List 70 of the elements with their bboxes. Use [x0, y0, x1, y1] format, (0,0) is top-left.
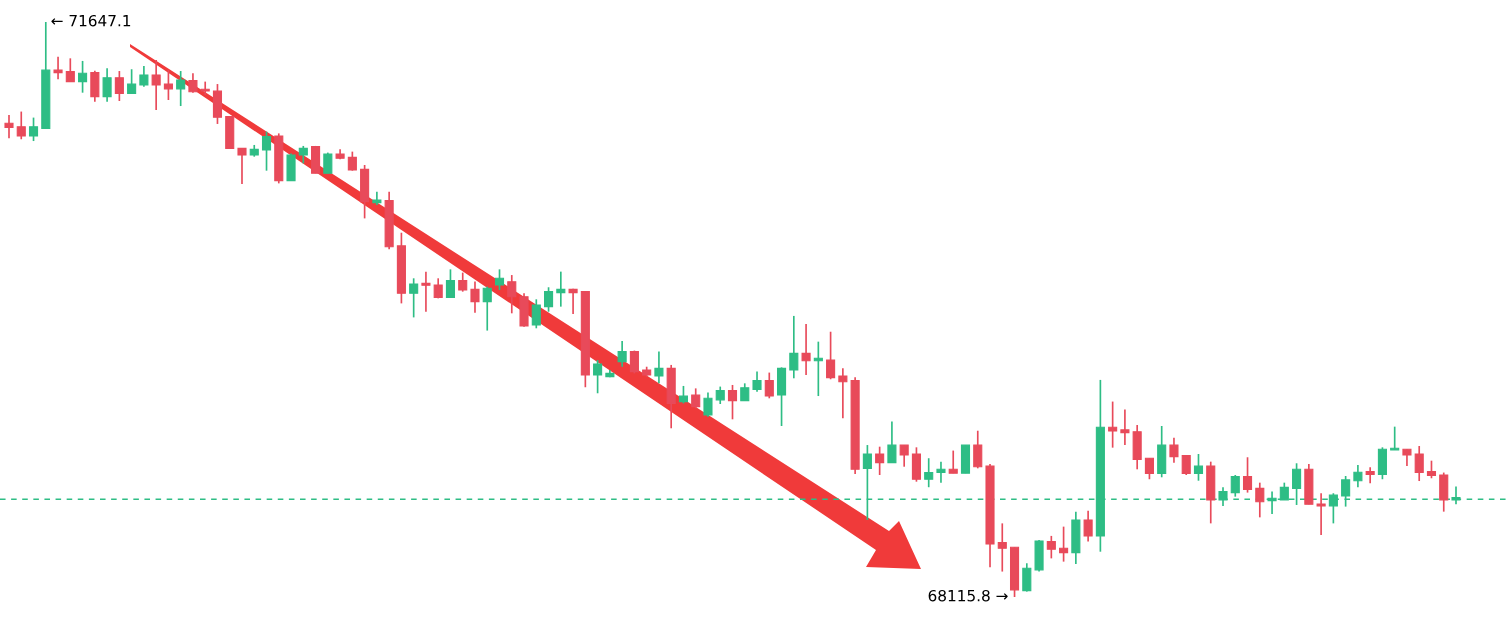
candlestick — [78, 60, 88, 94]
candlestick — [16, 110, 26, 141]
candlestick — [151, 59, 161, 111]
candlestick — [114, 70, 124, 102]
candlestick — [163, 69, 173, 101]
candlestick — [764, 371, 774, 400]
candlestick — [948, 449, 958, 475]
candlestick — [1120, 408, 1130, 446]
candlestick — [1242, 456, 1253, 494]
candlestick — [421, 270, 431, 313]
annotation: ← 71647.1 — [51, 14, 131, 27]
candlestick — [973, 429, 983, 470]
candlestick — [924, 457, 934, 489]
candlestick — [102, 67, 112, 103]
candlestick — [176, 70, 186, 107]
candlestick — [1353, 464, 1363, 489]
candlestick — [593, 359, 603, 395]
candlestick — [752, 370, 762, 393]
candlestick — [531, 298, 541, 330]
candlestick — [1193, 453, 1204, 482]
candlestick — [507, 274, 517, 315]
candlestick — [1414, 445, 1424, 482]
annotation: 68115.8 → — [928, 589, 1008, 602]
candlestick — [887, 420, 897, 464]
candlestick — [1108, 400, 1118, 449]
candlestick — [1255, 481, 1265, 519]
candlestick — [899, 444, 909, 468]
candlestick — [544, 286, 554, 313]
candlestick — [936, 460, 946, 484]
candlestick — [789, 315, 799, 380]
candlestick — [1144, 457, 1154, 481]
candlestick — [458, 271, 468, 293]
candlestick — [4, 114, 14, 140]
candlestick — [1390, 425, 1400, 451]
candlestick — [838, 367, 848, 420]
candlestick — [1230, 474, 1240, 498]
candlestick — [1022, 562, 1032, 593]
candlestick — [801, 323, 811, 376]
candlestick — [261, 130, 272, 172]
candlestick — [1169, 436, 1179, 464]
candlestick — [139, 65, 149, 88]
candlestick — [237, 147, 247, 185]
candlestick — [875, 445, 885, 476]
candlestick — [200, 80, 210, 96]
candlestick — [65, 57, 75, 83]
candlestick — [617, 340, 627, 368]
candlestick — [1316, 492, 1326, 536]
candlestick — [347, 150, 357, 172]
candlestick — [654, 350, 664, 385]
candlestick — [53, 55, 63, 81]
candlestick — [90, 69, 100, 103]
candlestick — [445, 268, 456, 299]
candlestick — [494, 268, 505, 291]
candlestick — [127, 68, 137, 95]
candlestick — [409, 277, 419, 319]
candlestick — [28, 116, 39, 142]
candlestick — [568, 287, 578, 315]
candlestick — [470, 280, 480, 314]
candlestick — [556, 270, 566, 308]
candlestick — [826, 330, 836, 381]
candlestick — [1292, 462, 1302, 506]
candlestick — [727, 384, 738, 421]
candlestick — [1083, 509, 1093, 543]
candlestick — [691, 387, 701, 410]
candlestick — [482, 285, 492, 332]
candlestick — [703, 391, 713, 418]
candlestick — [1059, 525, 1069, 563]
candlestick — [997, 522, 1007, 573]
candlestick — [188, 72, 198, 94]
candlestick — [1046, 535, 1056, 560]
